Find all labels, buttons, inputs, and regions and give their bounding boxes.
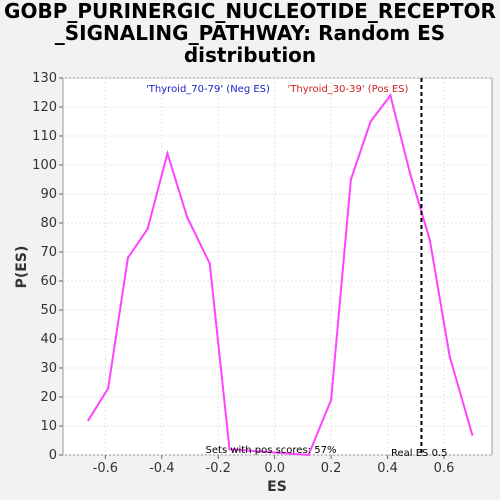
data-point [166,152,169,155]
y-tick-label: 130 [32,71,57,86]
data-point [87,419,90,422]
data-point [208,262,211,265]
y-tick-label: 50 [40,303,57,318]
y-tick-label: 0 [49,448,57,463]
x-tick-label: 0.6 [434,461,455,476]
y-axis-title: P(ES) [14,246,30,289]
legend-pos-es: 'Thyroid_30-39' (Pos ES) [288,84,409,95]
y-tick-label: 40 [40,332,57,347]
data-point [146,227,149,230]
title-line-1: GOBP_PURINERGIC_NUCLEOTIDE_RECEPTOR [4,0,496,23]
y-tick-label: 120 [32,100,57,115]
y-tick-label: 90 [40,187,57,202]
y-tick-label: 60 [40,274,57,289]
plot-area [62,77,493,456]
x-tick-label: -0.6 [93,461,118,476]
legend-neg-es: 'Thyroid_70-79' (Neg ES) [146,84,270,95]
data-point [428,239,432,242]
x-tick-label: -0.4 [149,461,174,476]
y-tick-label: 20 [40,390,57,405]
series-layer [87,93,474,457]
y-tick-label: 10 [40,419,57,434]
real-es-label: Real ES 0.5 [391,448,447,459]
data-point [389,94,392,97]
y-tick-label: 70 [40,245,57,260]
chart-title: GOBP_PURINERGIC_NUCLEOTIDE_RECEPTOR _SIG… [0,0,500,66]
axes: 0 10 20 30 40 50 60 70 80 90 100 110 120 130 -0.6 -0.4 -… [32,71,454,476]
data-point [349,178,353,181]
y-tick-label: 80 [40,216,57,231]
y-tick-label: 100 [32,158,57,173]
title-line-2: _SIGNALING_PATHWAY: Random ES [54,21,446,45]
data-point [228,448,231,451]
x-tick-label: 0.4 [377,461,398,476]
y-tick-label: 110 [32,129,57,144]
data-point [126,256,130,259]
y-tick-label: 30 [40,361,57,376]
x-tick-label: -0.2 [206,461,231,476]
data-point [106,387,110,390]
x-axis-title: ES [267,479,287,495]
data-point [471,433,474,436]
x-tick-label: 0.2 [321,461,342,476]
data-point [185,216,189,219]
data-point [329,398,333,402]
data-point [307,453,310,457]
data-point [448,355,451,358]
x-tick-label: 0.0 [264,461,285,476]
data-point [408,172,412,175]
annotations: 'Thyroid_70-79' (Neg ES) 'Thyroid_30-39' … [146,78,447,459]
pos-scores-label: Sets with pos scores: 57% [206,445,337,456]
title-line-3: distribution [183,43,317,67]
data-point [369,120,372,123]
